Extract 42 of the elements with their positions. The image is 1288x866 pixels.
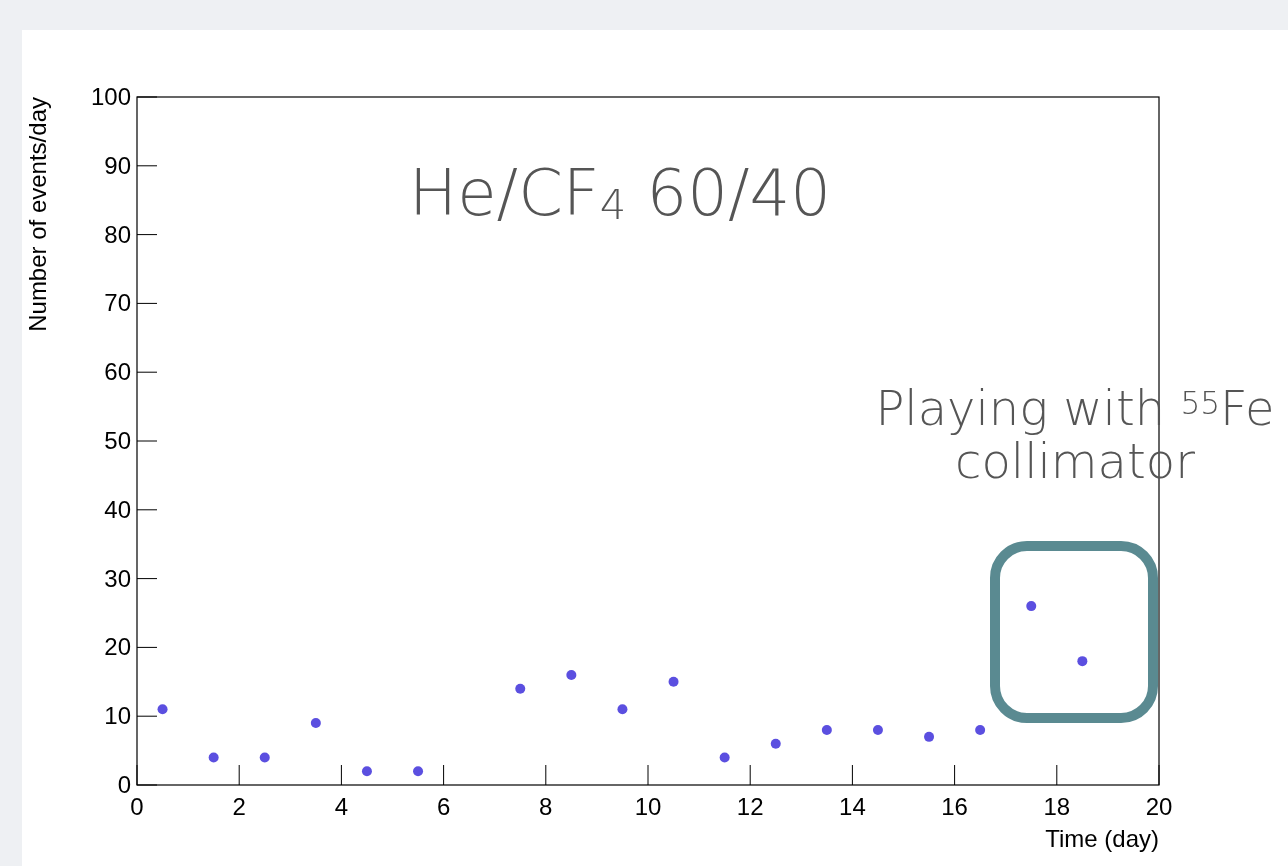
- x-tick-label: 6: [436, 793, 451, 820]
- x-tick-label: 18: [1043, 793, 1071, 820]
- point: [924, 731, 935, 742]
- y-tick-label: 20: [104, 633, 131, 661]
- point: [719, 752, 730, 763]
- y-tick-label: 40: [104, 495, 131, 523]
- point: [770, 738, 781, 749]
- x-tick-label: 16: [941, 793, 968, 820]
- annotation: He/CF$_{4}$ 60/40: [409, 156, 831, 230]
- x-tick-label: 4: [334, 793, 349, 820]
- point: [668, 676, 679, 687]
- x-axis-title: Time (day): [1045, 825, 1159, 852]
- y-tick-label: 60: [104, 358, 131, 386]
- point: [157, 704, 168, 715]
- y-tick-label: 50: [104, 427, 131, 454]
- point: [617, 704, 628, 715]
- x-tick-label: 20: [1145, 793, 1173, 820]
- point: [259, 752, 270, 763]
- point: [975, 724, 986, 735]
- y-tick-label: 70: [104, 289, 131, 317]
- point: [872, 724, 883, 735]
- x-tick-label: 2: [232, 793, 246, 820]
- y-tick-label: 30: [104, 564, 131, 592]
- y-tick-label: 80: [104, 220, 131, 248]
- x-tick-label: 10: [634, 793, 662, 820]
- x-tick-label: 12: [736, 793, 764, 820]
- point: [1026, 601, 1037, 612]
- point: [310, 718, 321, 729]
- point: [566, 669, 577, 680]
- point: [821, 724, 832, 735]
- point: [208, 752, 219, 763]
- point: [413, 766, 424, 777]
- y-tick-label: 90: [104, 151, 131, 179]
- y-tick-label: 10: [104, 702, 131, 730]
- point: [515, 683, 526, 694]
- point: [1077, 656, 1088, 667]
- y-tick-label: 100: [90, 83, 131, 110]
- point: [361, 766, 372, 777]
- x-tick-label: 8: [539, 793, 553, 820]
- y-axis-title: Number of events/day: [24, 97, 51, 332]
- y-tick-label: 0: [117, 771, 131, 798]
- x-tick-label: 14: [839, 793, 866, 820]
